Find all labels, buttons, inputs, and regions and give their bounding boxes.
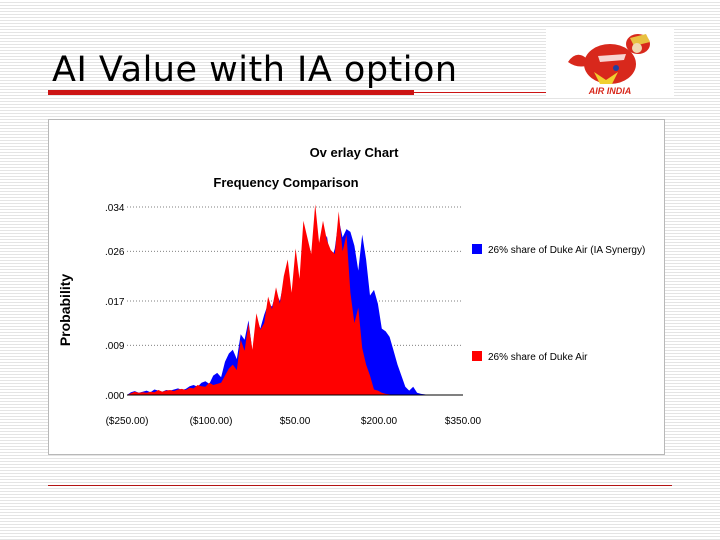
logo-graphic: AIR INDIA	[568, 34, 650, 96]
y-tick-label-0: .000	[105, 391, 125, 402]
overlay-chart-panel: Ov erlay Chart Frequency Comparison Prob…	[48, 119, 665, 455]
y-tick-label-3: .026	[105, 247, 125, 258]
svg-text:AIR INDIA: AIR INDIA	[588, 86, 632, 96]
y-axis-label: Probability	[57, 274, 73, 347]
x-tick-label-0: ($250.00)	[106, 416, 149, 427]
chart-title: Ov erlay Chart	[310, 145, 400, 160]
legend-swatch-0	[472, 244, 482, 254]
series-area-1	[127, 204, 433, 395]
legend-swatch-1	[472, 351, 482, 361]
x-tick-label-3: $200.00	[361, 416, 398, 427]
title-underline-thin	[414, 92, 672, 93]
y-tick-label-2: .017	[105, 297, 125, 308]
legend-label-1: 26% share of Duke Air	[488, 352, 588, 363]
title-underline	[48, 90, 414, 95]
x-tick-label-4: $350.00	[445, 416, 482, 427]
air-india-maharajah-logo-icon: AIR INDIA	[546, 28, 674, 96]
y-tick-label-4: .034	[105, 203, 125, 214]
legend-label-0: 26% share of Duke Air (IA Synergy)	[488, 245, 645, 256]
x-tick-label-1: ($100.00)	[190, 416, 233, 427]
slide-title: AI Value with IA option	[52, 50, 458, 90]
y-tick-label-1: .009	[105, 341, 125, 352]
chart-subtitle: Frequency Comparison	[213, 175, 358, 190]
x-tick-label-2: $50.00	[280, 416, 311, 427]
overlay-chart: Ov erlay Chart Frequency Comparison Prob…	[57, 145, 645, 427]
bottom-divider	[48, 485, 672, 486]
